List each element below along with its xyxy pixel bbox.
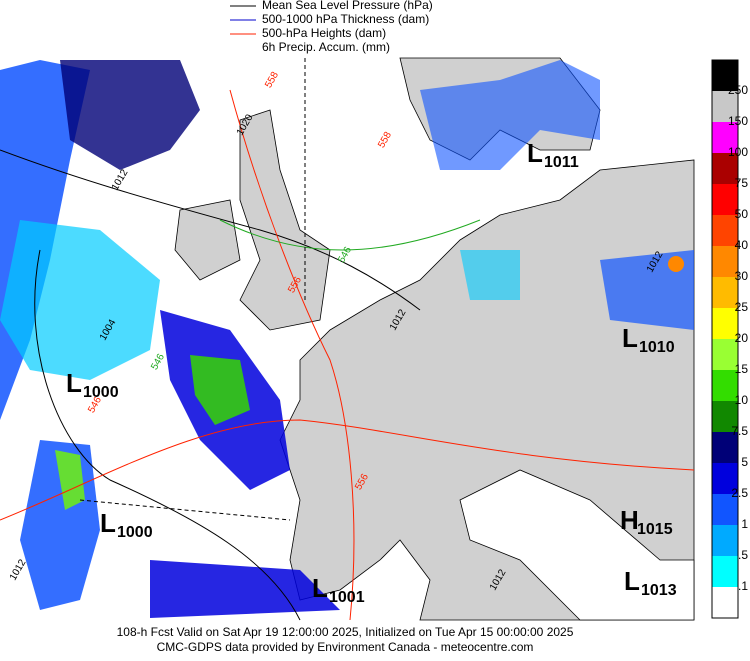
precip (60, 60, 200, 170)
thickness-contour (219, 219, 481, 251)
map (0, 57, 695, 621)
legend-label: 500-hPa Heights (dam) (262, 26, 386, 40)
legend-label: 6h Precip. Accum. (mm) (262, 40, 390, 54)
center-letter: L (66, 368, 82, 398)
isobar (34, 249, 301, 621)
colorbar-label: 20 (735, 331, 749, 345)
colorbar-label: 40 (735, 238, 749, 252)
colorbar-swatch (712, 556, 738, 587)
center-letter: L (624, 566, 640, 596)
colorbar-swatch (712, 370, 738, 401)
colorbar-label: 250 (728, 83, 748, 97)
britain (239, 109, 331, 331)
pressure-center: L 1000 (100, 508, 153, 541)
colorbar-swatch (712, 60, 738, 91)
colorbar-swatch (712, 463, 738, 494)
colorbar-label: 25 (735, 300, 749, 314)
center-value: 1011 (544, 154, 579, 171)
colorbar-swatch (712, 401, 738, 432)
colorbar-label: 30 (735, 269, 749, 283)
pressure-center: L 1010 (622, 323, 675, 356)
colorbar-swatch (712, 184, 738, 215)
colorbar-label: 100 (728, 145, 748, 159)
center-value: 1000 (117, 524, 153, 541)
colorbar-swatch (712, 587, 738, 618)
precip (0, 220, 160, 380)
colorbar-label: 15 (735, 362, 749, 376)
colorbar-label: 2.5 (731, 486, 748, 500)
colorbar-swatch (712, 153, 738, 184)
colorbar-label: 50 (735, 207, 749, 221)
colorbar-label: 10 (735, 393, 749, 407)
center-value: 1000 (83, 384, 119, 401)
colorbar-swatch (712, 525, 738, 556)
colorbar-swatch (712, 246, 738, 277)
colorbar-swatch (712, 308, 738, 339)
mediterranean (459, 469, 695, 621)
colorbar-label: 150 (728, 114, 748, 128)
center-value: 1015 (637, 521, 673, 538)
center-value: 1013 (641, 582, 677, 599)
colorbar-label: 75 (735, 176, 749, 190)
pressure-center: L 1000 (66, 368, 119, 401)
precip (150, 560, 340, 618)
precip (420, 60, 600, 170)
colorbar-swatch (712, 494, 738, 525)
colorbar-frame (711, 59, 739, 619)
colorbar-label: 7.5 (731, 424, 748, 438)
precip (600, 250, 694, 330)
legend-label: 500-1000 hPa Thickness (dam) (262, 12, 429, 26)
colorbar-swatch (712, 91, 738, 122)
precip (55, 450, 85, 510)
footer-line: 108-h Fcst Valid on Sat Apr 19 12:00:00 … (117, 625, 574, 639)
colorbar-swatch (712, 432, 738, 463)
center-letter: L (527, 138, 543, 168)
pressure-center: L 1011 (527, 138, 579, 171)
height-contour (229, 89, 355, 621)
colorbar-swatch (712, 277, 738, 308)
dashed-line (79, 499, 291, 521)
colorbar-label: .5 (738, 548, 748, 562)
center-letter: L (312, 573, 328, 603)
footer-line: CMC-GDPS data provided by Environment Ca… (157, 640, 534, 654)
pressure-center: L 1013 (624, 566, 677, 599)
colorbar-swatch (712, 215, 738, 246)
height-contour (0, 419, 695, 521)
colorbar-swatch (712, 122, 738, 153)
pressure-center: L 1001 (312, 573, 365, 606)
colorbar: 250 150 100 75 50 40 30 25 20 15 10 7.5 5 2.5 1 .5 .1 (711, 59, 749, 619)
colorbar-label: 1 (741, 517, 748, 531)
colorbar-label: .1 (738, 579, 748, 593)
center-letter: H (620, 505, 639, 535)
colorbar-swatch (712, 339, 738, 370)
center-letter: L (622, 323, 638, 353)
center-letter: L (100, 508, 116, 538)
precip (460, 250, 520, 300)
precip (190, 355, 250, 425)
colorbar-label: 5 (741, 455, 748, 469)
legend: Mean Sea Level Pressure (hPa)500-1000 hP… (230, 0, 433, 54)
legend-label: Mean Sea Level Pressure (hPa) (262, 0, 433, 12)
precip (668, 256, 684, 272)
isobar (0, 149, 421, 311)
center-value: 1001 (329, 589, 365, 606)
center-value: 1010 (639, 339, 675, 356)
